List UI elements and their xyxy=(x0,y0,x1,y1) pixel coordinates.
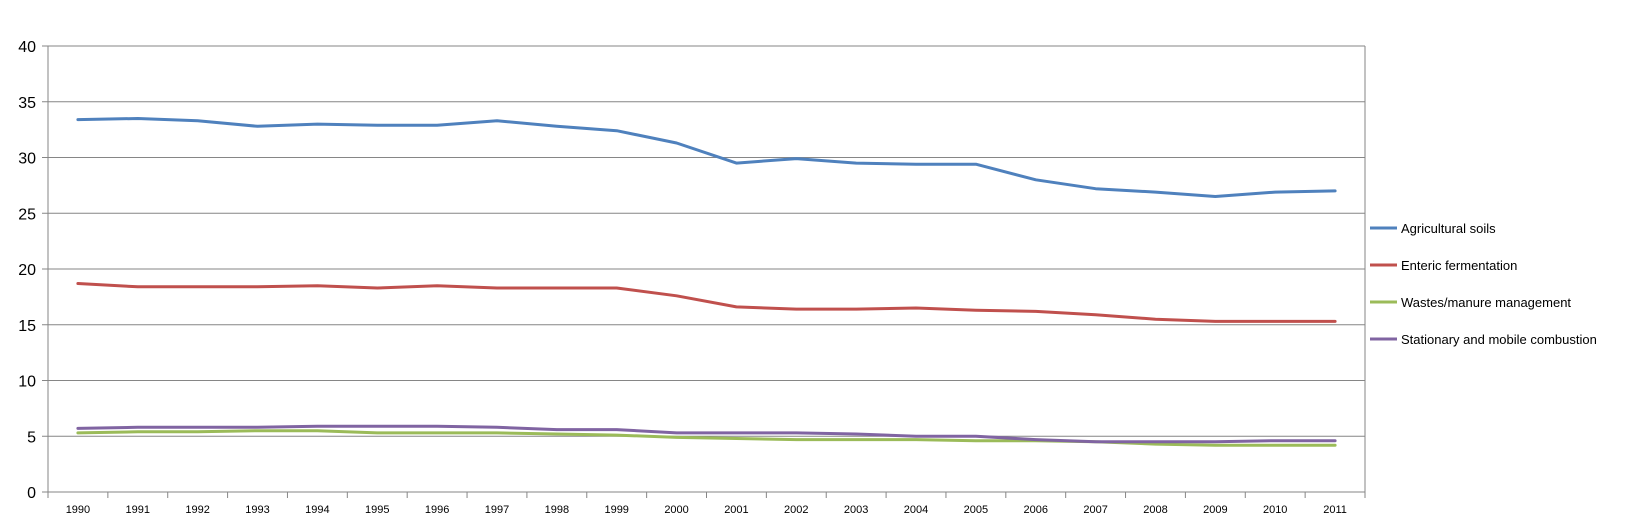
x-tick-label: 1995 xyxy=(365,504,389,516)
x-tick-label: 2004 xyxy=(904,504,928,516)
x-tick-label: 1999 xyxy=(604,504,628,516)
legend-label: Enteric fermentation xyxy=(1401,258,1517,273)
x-tick-label: 2003 xyxy=(844,504,868,516)
x-tick-label: 1996 xyxy=(425,504,449,516)
x-tick-label: 2002 xyxy=(784,504,808,516)
x-tick-label: 2000 xyxy=(664,504,688,516)
series-line-stationary-and-mobile-combustion xyxy=(76,424,1337,444)
y-tick-labels: 0 5 10 15 20 25 30 35 40 xyxy=(18,39,36,502)
gridlines xyxy=(48,45,1365,437)
x-tick-label: 1994 xyxy=(305,504,329,516)
legend-label: Wastes/manure management xyxy=(1401,295,1571,310)
x-tick-label: 1997 xyxy=(485,504,509,516)
x-tick-label: 2006 xyxy=(1024,504,1048,516)
x-tick-label: 2005 xyxy=(964,504,988,516)
x-tick-label: 2001 xyxy=(724,504,748,516)
x-tick-label: 1991 xyxy=(126,504,150,516)
x-tick-label: 1990 xyxy=(66,504,90,516)
y-tick-label: 10 xyxy=(18,374,36,391)
series-lines xyxy=(76,117,1337,447)
legend-label: Stationary and mobile combustion xyxy=(1401,332,1597,347)
y-tick-label: 5 xyxy=(27,429,36,446)
x-tick-label: 2010 xyxy=(1263,504,1287,516)
x-tick-label: 1993 xyxy=(245,504,269,516)
legend: Agricultural soils Enteric fermentation Wa… xyxy=(1370,221,1597,347)
x-tick-label: 1998 xyxy=(545,504,569,516)
legend-label: Agricultural soils xyxy=(1401,221,1496,236)
x-tick-label: 2007 xyxy=(1083,504,1107,516)
series-line-enteric-fermentation xyxy=(76,282,1337,323)
x-tick-label: 2011 xyxy=(1323,504,1347,516)
x-tick-label: 2008 xyxy=(1143,504,1167,516)
y-tick-label: 30 xyxy=(18,151,36,168)
y-tick-label: 40 xyxy=(18,39,36,56)
y-tick-label: 15 xyxy=(18,318,36,335)
axes xyxy=(42,45,1366,498)
y-tick-label: 35 xyxy=(18,95,36,112)
x-tick-labels: 1990 1991 1992 1993 1994 1995 1996 1997 1998 1999… xyxy=(66,504,1347,516)
y-tick-label: 0 xyxy=(27,485,36,502)
y-tick-label: 20 xyxy=(18,262,36,279)
series-line-agricultural-soils xyxy=(76,117,1337,198)
x-tick-label: 1992 xyxy=(185,504,209,516)
x-tick-label: 2009 xyxy=(1203,504,1227,516)
y-tick-label: 25 xyxy=(18,206,36,223)
